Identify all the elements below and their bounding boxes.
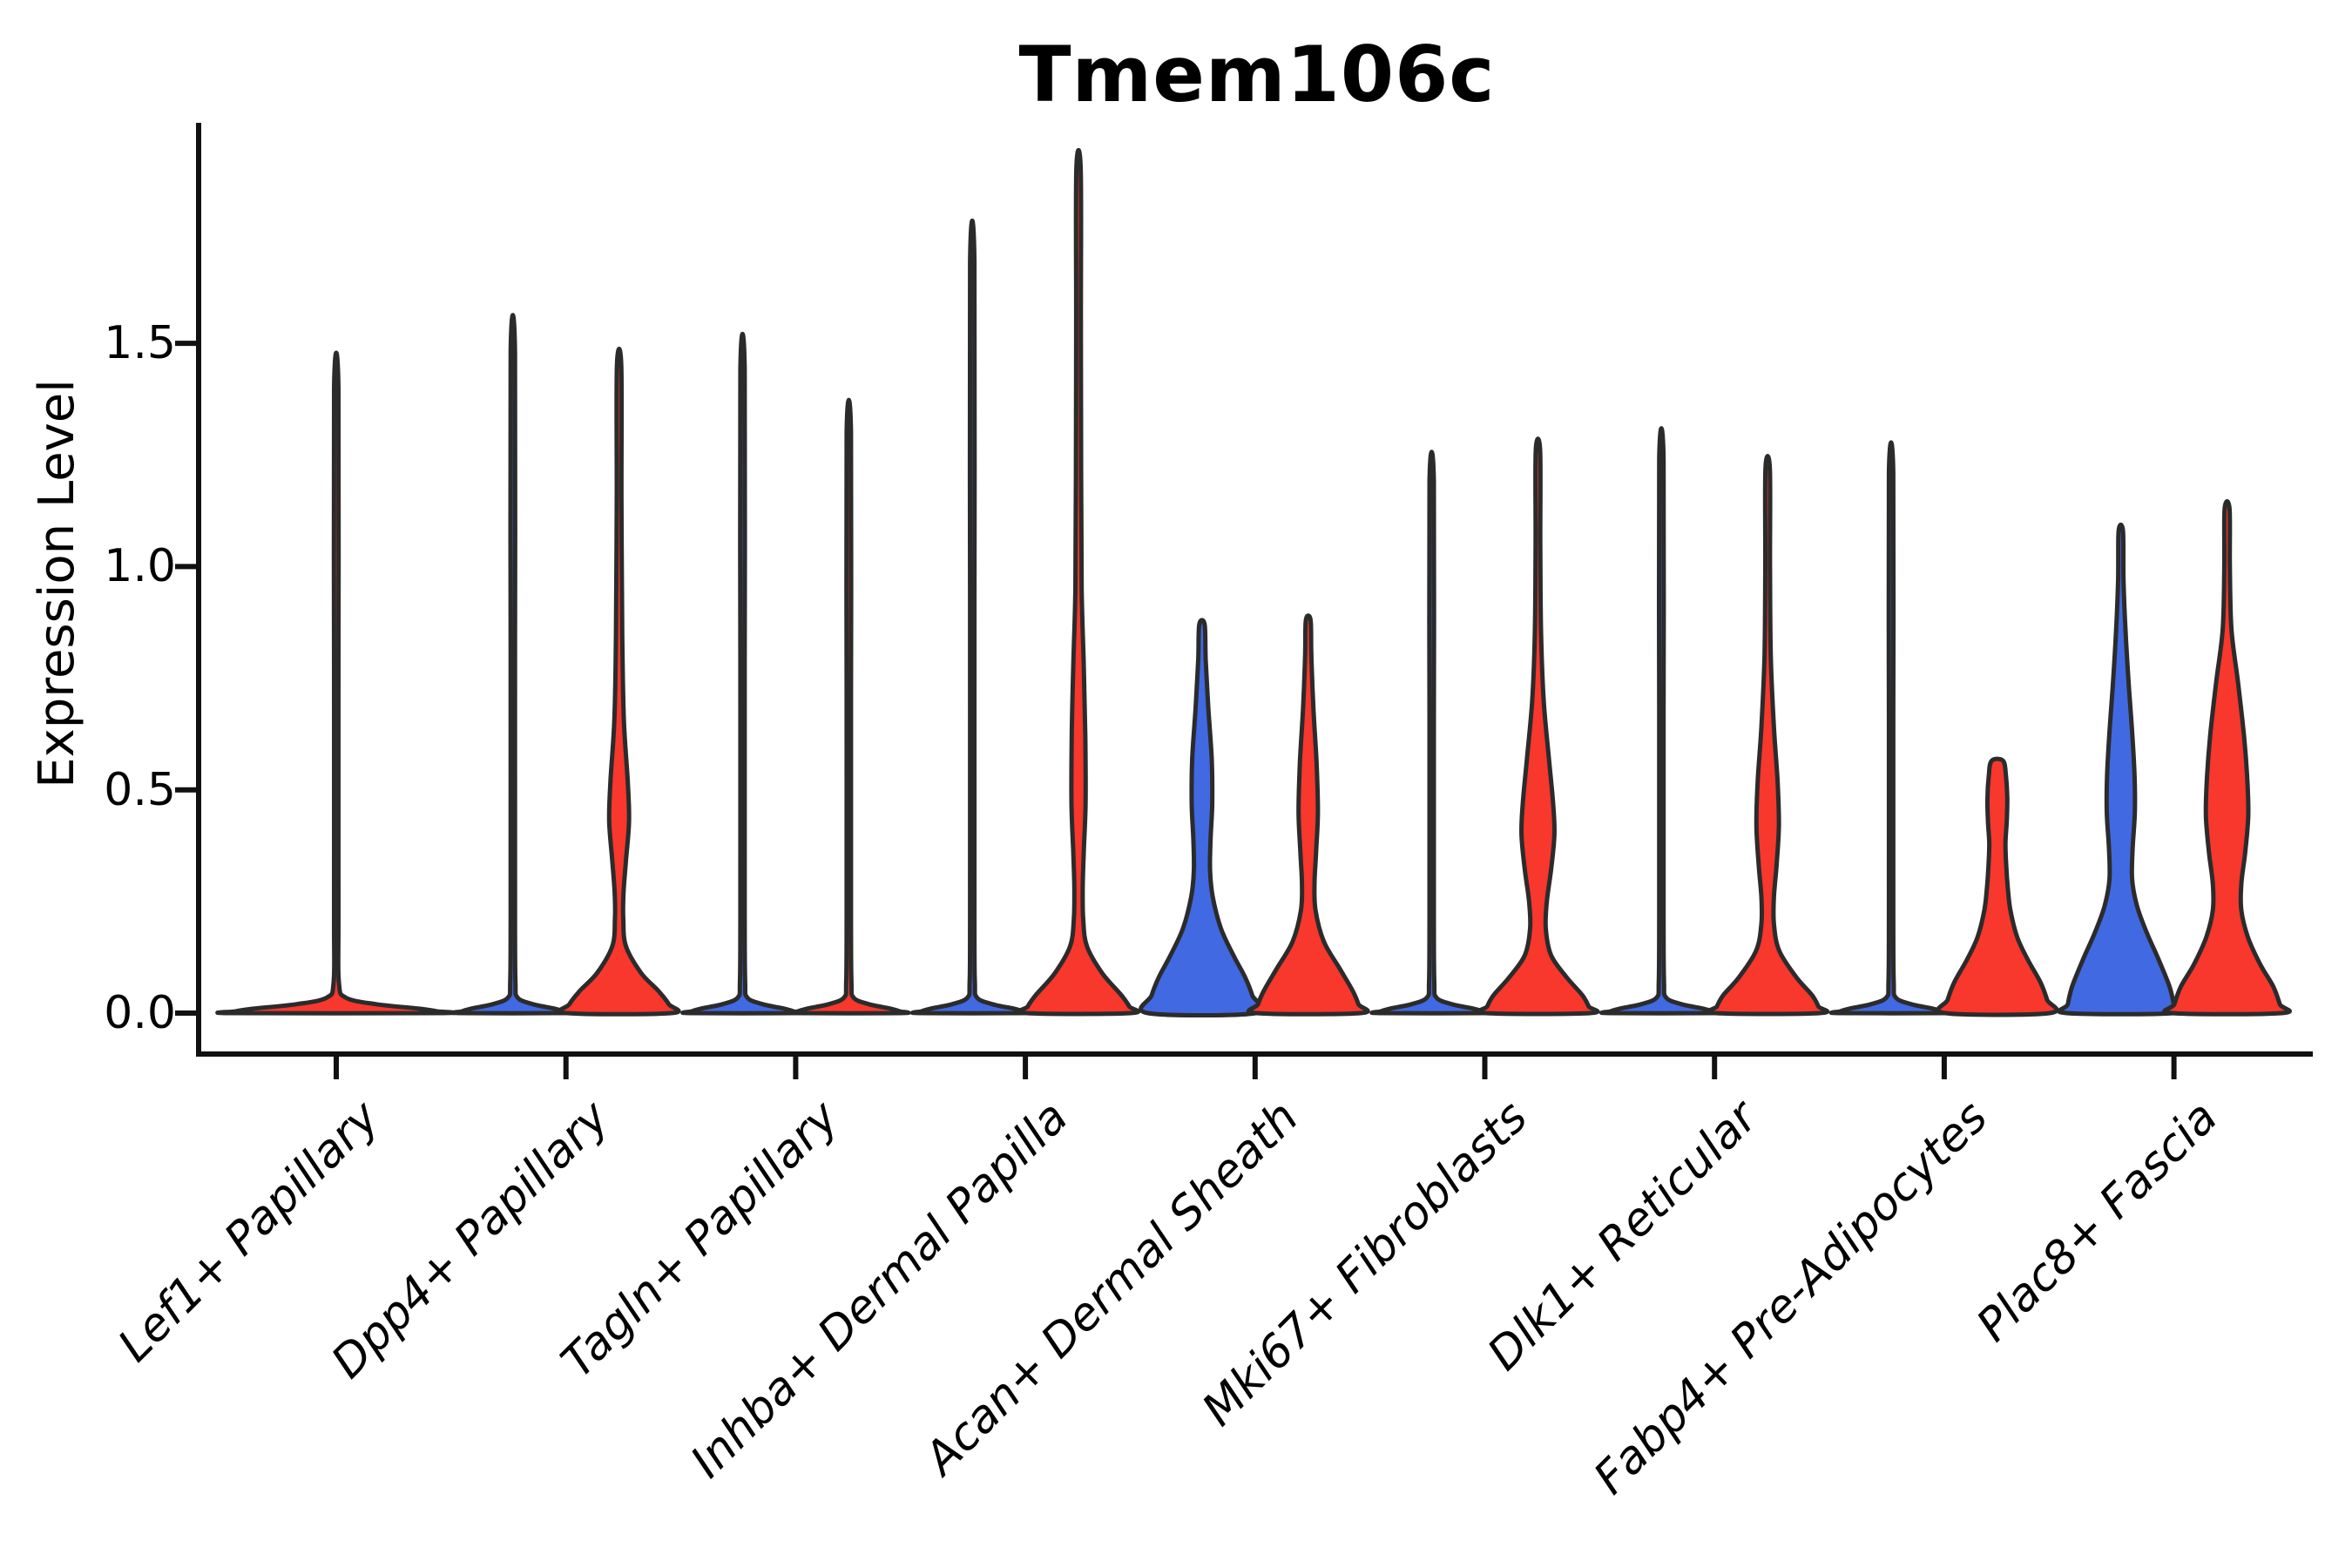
- violin-1-right: [557, 347, 681, 1017]
- violin-4-left: [1139, 618, 1266, 1018]
- violin-3-left: [909, 218, 1035, 1016]
- violin-2-left: [680, 332, 805, 1016]
- violin-7-right: [1936, 756, 2059, 1017]
- violin-0-single: [215, 350, 457, 1016]
- y-tick-label-1.0: 1.0: [104, 540, 176, 592]
- violin-4-right: [1247, 613, 1370, 1017]
- violin-8-left: [2057, 522, 2185, 1017]
- violin-1-left: [450, 313, 575, 1016]
- violins-layer: [215, 147, 2292, 1018]
- violin-7-left: [1828, 440, 1954, 1016]
- y-tick-label-0.5: 0.5: [104, 764, 176, 816]
- violin-6-left: [1599, 426, 1724, 1016]
- chart-title: Tmem106c: [1018, 30, 1496, 119]
- axes-layer: [175, 123, 2313, 1079]
- violin-5-left: [1369, 449, 1494, 1016]
- violin-3-right: [1017, 147, 1141, 1017]
- violin-8-right: [2162, 498, 2292, 1017]
- y-tick-label-0.0: 0.0: [104, 987, 176, 1039]
- violin-5-right: [1476, 436, 1600, 1017]
- violin-6-right: [1706, 454, 1830, 1017]
- violin-2-right: [787, 397, 911, 1016]
- y-tick-label-1.5: 1.5: [104, 317, 176, 369]
